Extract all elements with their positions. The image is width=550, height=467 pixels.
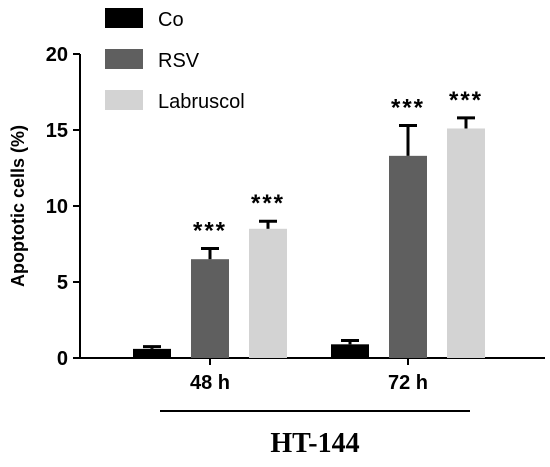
legend-label: Labruscol — [158, 91, 245, 113]
bar — [191, 259, 229, 358]
bar — [447, 128, 485, 358]
bar — [389, 155, 427, 358]
y-tick-label: 10 — [46, 196, 68, 218]
legend-label: RSV — [158, 50, 200, 72]
bars — [133, 116, 485, 358]
y-tick-label: 0 — [57, 348, 68, 370]
legend-label: Co — [158, 9, 184, 31]
bar — [133, 348, 171, 358]
bar — [249, 228, 287, 358]
significance-label: *** — [193, 218, 227, 245]
legend: Co RSV Labruscol — [105, 8, 245, 113]
labels: 0 5 10 15 20 Apoptotic cells (%) 48 h 72 h *** **… — [8, 44, 483, 459]
y-tick-label: 15 — [46, 120, 68, 142]
legend-swatch — [105, 90, 143, 110]
bar — [331, 344, 369, 358]
y-tick-label: 5 — [57, 272, 68, 294]
legend-swatch — [105, 8, 143, 28]
significance-label: *** — [251, 190, 285, 217]
y-axis-label: Apoptotic cells (%) — [8, 125, 28, 287]
x-tick-label: 72 h — [388, 372, 428, 394]
y-tick-label: 20 — [46, 44, 68, 66]
chart-title: HT-144 — [270, 428, 359, 459]
significance-label: *** — [449, 87, 483, 114]
legend-swatch — [105, 49, 143, 69]
significance-label: *** — [391, 94, 425, 121]
x-tick-label: 48 h — [190, 372, 230, 394]
